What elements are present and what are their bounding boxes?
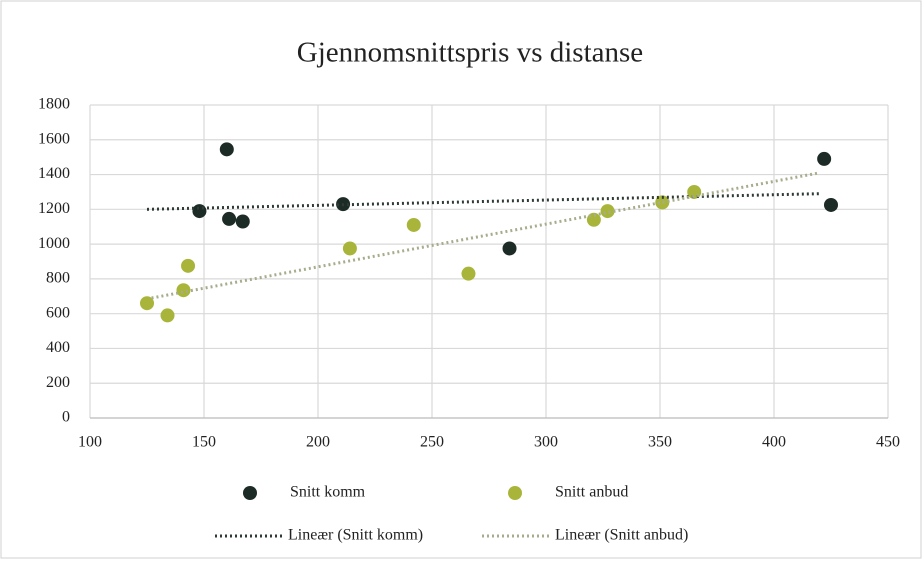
point bbox=[817, 151, 832, 166]
legend-marker bbox=[508, 486, 522, 500]
legend-label: Lineær (Snitt anbud) bbox=[555, 527, 688, 544]
x-tick-label: 400 bbox=[762, 434, 786, 451]
x-tick-label: 200 bbox=[306, 434, 330, 451]
legend-label: Lineær (Snitt komm) bbox=[288, 527, 423, 544]
y-tick-label: 0 bbox=[62, 409, 70, 426]
legend-label: Snitt anbud bbox=[555, 484, 628, 501]
y-tick-label: 1600 bbox=[38, 130, 70, 147]
point bbox=[824, 197, 838, 212]
x-tick-label: 150 bbox=[192, 434, 216, 451]
trendline bbox=[151, 171, 820, 300]
point bbox=[176, 283, 191, 298]
point bbox=[406, 217, 421, 232]
point bbox=[219, 142, 234, 157]
point bbox=[600, 204, 615, 219]
point bbox=[192, 204, 207, 219]
point bbox=[181, 258, 196, 273]
legend-marker bbox=[243, 486, 257, 500]
y-tick-label: 600 bbox=[46, 304, 70, 321]
y-tick-label: 1800 bbox=[38, 96, 70, 113]
point bbox=[342, 241, 357, 256]
legend-label: Snitt komm bbox=[290, 484, 366, 501]
x-tick-label: 300 bbox=[534, 434, 558, 451]
y-tick-label: 1000 bbox=[38, 235, 70, 252]
point bbox=[502, 241, 517, 256]
x-tick-label: 350 bbox=[648, 434, 672, 451]
x-tick-label: 250 bbox=[420, 434, 444, 451]
x-tick-label: 100 bbox=[78, 434, 102, 451]
trendline bbox=[146, 192, 820, 211]
point bbox=[140, 296, 154, 311]
point bbox=[222, 211, 237, 226]
point bbox=[461, 266, 476, 281]
y-tick-label: 1200 bbox=[38, 200, 70, 217]
y-tick-label: 800 bbox=[46, 270, 70, 287]
y-tick-label: 1400 bbox=[38, 165, 70, 182]
y-tick-label: 200 bbox=[46, 374, 70, 391]
x-tick-label: 450 bbox=[876, 434, 900, 451]
point bbox=[235, 214, 250, 229]
point bbox=[160, 308, 175, 323]
chart-title: Gjennomsnittspris vs distanse bbox=[297, 37, 643, 69]
y-tick-label: 400 bbox=[46, 339, 70, 356]
